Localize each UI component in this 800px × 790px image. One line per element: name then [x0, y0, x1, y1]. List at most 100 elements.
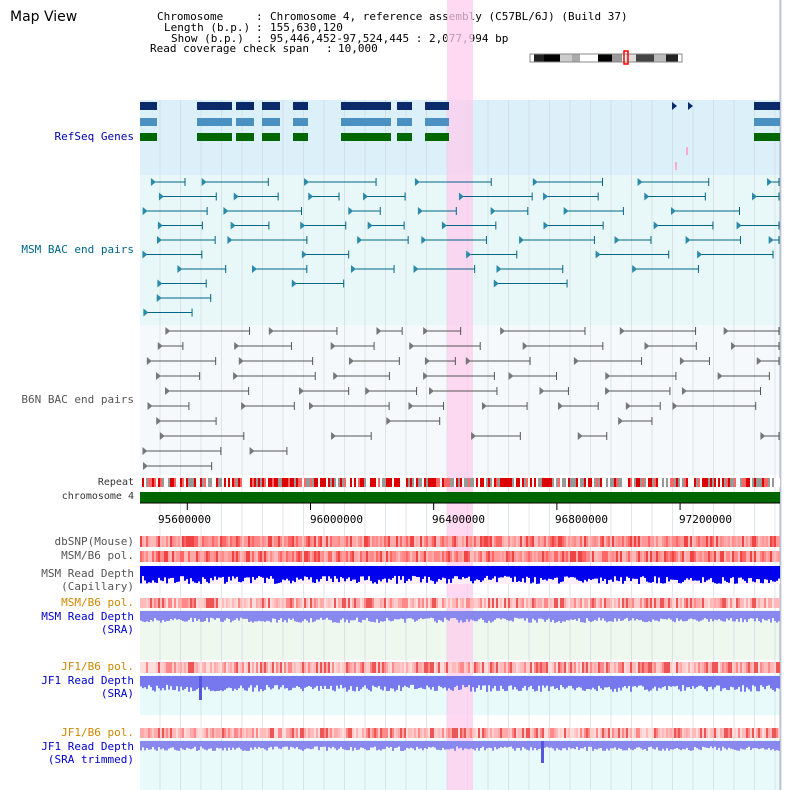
msm-b6-pol-heat: [200, 551, 202, 562]
msm-read-depth-sra: [440, 611, 442, 621]
repeat-segment: [446, 478, 448, 487]
jf1-b6-pol-heat: [290, 728, 292, 738]
msm-read-depth-capillary: [748, 566, 750, 579]
msm-b6-pol-heat: [704, 551, 706, 562]
msm-b6-pol-heat: [176, 551, 178, 562]
msm-bac-end: [543, 192, 549, 201]
msm-read-depth-sra: [706, 611, 708, 620]
jf1-read-depth-sra: [450, 676, 452, 690]
jf1-read-depth-sra: [366, 676, 368, 689]
msm-read-depth-capillary: [218, 566, 220, 578]
msm-b6-pol-heat: [496, 598, 498, 608]
track-label-msm-b6-pol-2: MSM/B6 pol.: [61, 596, 134, 609]
dbsnp-heat: [580, 536, 582, 547]
dbsnp-heat: [496, 536, 498, 547]
msm-read-depth-sra: [538, 611, 540, 619]
jf1-b6-pol-heat: [358, 728, 360, 738]
jf1-read-depth-sra-trimmed: [338, 741, 340, 749]
msm-b6-pol-heat: [758, 551, 760, 562]
msm-b6-pol-heat: [546, 551, 548, 562]
dbsnp-heat: [522, 536, 524, 547]
msm-b6-pol-heat: [300, 551, 302, 562]
jf1-b6-pol-heat: [384, 728, 386, 738]
msm-read-depth-sra: [332, 611, 334, 623]
msm-b6-pol-heat: [658, 598, 660, 608]
b6n-bac-end: [577, 432, 583, 440]
jf1-read-depth-sra-trimmed: [562, 741, 564, 749]
jf1-b6-pol-heat: [190, 728, 192, 738]
jf1-b6-pol-heat: [194, 662, 196, 673]
dbsnp-heat: [730, 536, 732, 547]
msm-b6-pol-heat: [184, 551, 186, 562]
jf1-b6-pol-heat: [278, 662, 280, 673]
msm-read-depth-sra: [554, 611, 556, 623]
repeat-segment: [172, 478, 174, 487]
msm-b6-pol-heat: [518, 598, 520, 608]
jf1-b6-pol-heat: [476, 728, 478, 738]
jf1-b6-pol-heat: [232, 728, 234, 738]
msm-bac-end: [441, 221, 447, 230]
msm-b6-pol-heat: [250, 551, 252, 562]
msm-read-depth-capillary: [400, 566, 402, 580]
msm-b6-pol-heat: [588, 551, 590, 562]
jf1-read-depth-sra-trimmed: [494, 741, 496, 748]
msm-read-depth-capillary: [694, 566, 696, 581]
b6n-bac-end: [234, 342, 240, 350]
msm-read-depth-capillary: [534, 566, 536, 578]
msm-read-depth-capillary: [596, 566, 598, 579]
dbsnp-heat: [768, 536, 770, 547]
repeat-segment: [538, 478, 540, 487]
msm-b6-pol-heat: [692, 598, 694, 608]
jf1-read-depth-sra: [630, 676, 632, 692]
jf1-read-depth-sra-trimmed: [778, 741, 780, 751]
msm-read-depth-sra: [198, 611, 200, 620]
msm-b6-pol-heat: [652, 598, 654, 608]
jf1-read-depth-sra: [566, 676, 568, 688]
jf1-b6-pol-heat: [766, 662, 768, 673]
jf1-read-depth-sra-trimmed: [212, 741, 214, 751]
repeat-segment: [282, 478, 284, 487]
msm-b6-pol-heat: [742, 551, 744, 562]
msm-read-depth-capillary: [456, 566, 458, 577]
msm-read-depth-capillary: [434, 566, 436, 584]
jf1-b6-pol-heat: [550, 662, 552, 673]
repeat-segment: [312, 478, 314, 487]
msm-read-depth-sra: [570, 611, 572, 620]
msm-read-depth-capillary: [548, 566, 550, 579]
msm-b6-pol-heat: [232, 598, 234, 608]
repeat-segment: [450, 478, 452, 487]
jf1-b6-pol-heat: [482, 662, 484, 673]
jf1-b6-pol-heat: [612, 662, 614, 673]
repeat-segment: [732, 478, 734, 487]
jf1-b6-pol-heat: [328, 662, 330, 673]
dbsnp-heat: [174, 536, 176, 547]
msm-b6-pol-heat: [196, 598, 198, 608]
dbsnp-heat: [236, 536, 238, 547]
jf1-b6-pol-heat: [570, 728, 572, 738]
repeat-segment: [328, 478, 330, 487]
msm-read-depth-capillary: [298, 566, 300, 580]
jf1-read-depth-sra: [378, 676, 380, 686]
jf1-b6-pol-heat: [574, 728, 576, 738]
msm-b6-pol-heat: [568, 598, 570, 608]
repeat-segment: [358, 478, 360, 487]
repeat-segment: [640, 478, 642, 487]
msm-b6-pol-heat: [180, 551, 182, 562]
dbsnp-heat: [182, 536, 184, 547]
repeat-segment: [184, 478, 186, 487]
dbsnp-heat: [308, 536, 310, 547]
jf1-read-depth-sra-trimmed: [410, 741, 412, 748]
msm-b6-pol-heat: [694, 598, 696, 608]
msm-b6-pol-heat: [684, 551, 686, 562]
jf1-read-depth-sra: [194, 676, 196, 691]
jf1-read-depth-sra: [182, 676, 184, 691]
jf1-read-depth-sra-trimmed: [660, 741, 662, 751]
msm-read-depth-sra: [598, 611, 600, 618]
msm-read-depth-sra: [156, 611, 158, 621]
jf1-read-depth-sra-trimmed: [498, 741, 500, 749]
jf1-b6-pol-heat: [240, 728, 242, 738]
repeat-segment: [334, 478, 336, 487]
jf1-b6-pol-heat: [172, 662, 174, 673]
jf1-read-depth-sra-trimmed: [294, 741, 296, 749]
